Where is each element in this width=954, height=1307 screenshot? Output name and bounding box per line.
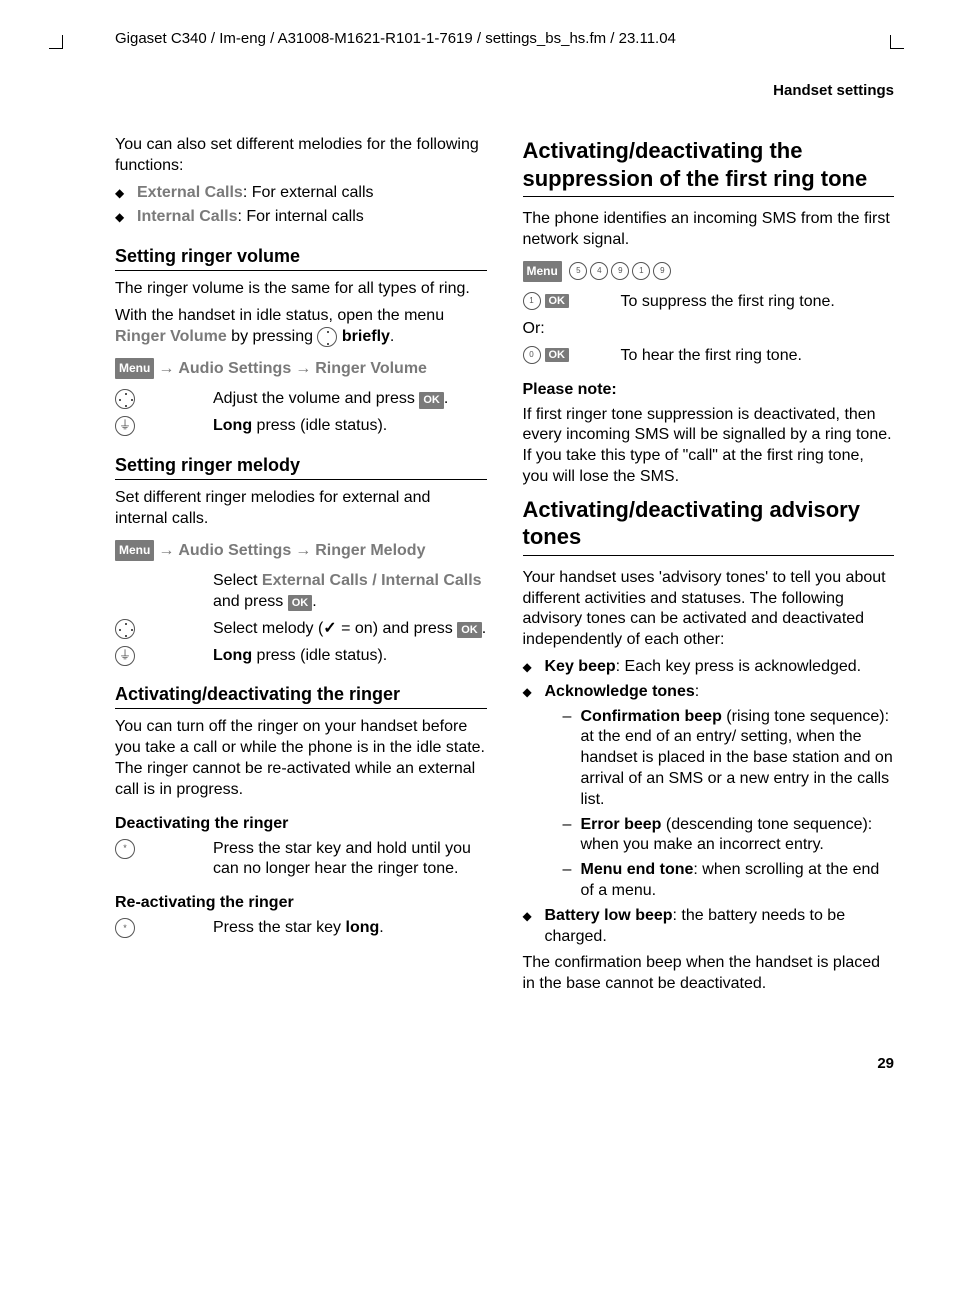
ringer-vol-p2: With the handset in idle status, open th…	[115, 306, 487, 348]
key-4-icon: 4	[590, 262, 608, 280]
please-note-heading: Please note:	[523, 381, 895, 399]
heading-advisory-tones: Activating/deactivating advisory tones	[523, 496, 895, 556]
heading-deactivate-ringer: Deactivating the ringer	[115, 815, 487, 833]
right-column: Activating/deactivating the suppression …	[523, 129, 895, 1072]
key-9-icon: 9	[653, 262, 671, 280]
key-1-icon: 1	[523, 292, 541, 310]
intro-text: You can also set different melodies for …	[115, 135, 487, 177]
advisory-p: Your handset uses 'advisory tones' to te…	[523, 568, 895, 651]
menu-path-ringer-volume: Menu→Audio Settings→Ringer Volume	[115, 356, 487, 382]
external-calls-key: External Calls	[137, 184, 243, 201]
suppression-p1: The phone identifies an incoming SMS fro…	[523, 209, 895, 251]
key-9-icon: 9	[611, 262, 629, 280]
suppression-key-sequence: Menu 54919	[523, 259, 895, 285]
advisory-list: Key beep: Each key press is acknowledged…	[523, 657, 895, 947]
left-column: You can also set different melodies for …	[115, 129, 487, 1072]
activate-ringer-p: You can turn off the ringer on your hand…	[115, 717, 487, 800]
heading-ringer-melody: Setting ringer melody	[115, 455, 487, 480]
please-note-p: If first ringer tone suppression is deac…	[523, 405, 895, 488]
advisory-tail: The confirmation beep when the handset i…	[523, 953, 895, 995]
key-5-icon: 5	[569, 262, 587, 280]
heading-suppression: Activating/deactivating the suppression …	[523, 137, 895, 197]
star-key-icon: *	[115, 918, 135, 938]
hangup-icon	[115, 416, 135, 436]
ringer-melody-p: Set different ringer melodies for extern…	[115, 488, 487, 530]
header-text: Gigaset C340 / Im-eng / A31008-M1621-R10…	[115, 30, 676, 47]
key-1-icon: 1	[632, 262, 650, 280]
heading-ringer-volume: Setting ringer volume	[115, 246, 487, 271]
key-0-icon: 0	[523, 346, 541, 364]
doc-header: Gigaset C340 / Im-eng / A31008-M1621-R10…	[115, 30, 894, 47]
internal-calls-key: Internal Calls	[137, 208, 237, 225]
page-number: 29	[523, 1055, 895, 1072]
section-label: Handset settings	[115, 82, 894, 99]
heading-activate-ringer: Activating/deactivating the ringer	[115, 684, 487, 709]
nav-up-icon	[317, 327, 337, 347]
star-key-icon: *	[115, 839, 135, 859]
nav-key-icon	[115, 389, 135, 409]
heading-reactivate-ringer: Re-activating the ringer	[115, 894, 487, 912]
menu-path-ringer-melody: Menu→Audio Settings→Ringer Melody	[115, 538, 487, 564]
or-text: Or:	[523, 319, 895, 340]
hangup-icon	[115, 646, 135, 666]
ok-badge: OK	[419, 392, 444, 408]
ringer-vol-p1: The ringer volume is the same for all ty…	[115, 279, 487, 300]
melody-functions-list: External Calls: For external calls Inter…	[115, 183, 487, 229]
nav-key-icon	[115, 619, 135, 639]
